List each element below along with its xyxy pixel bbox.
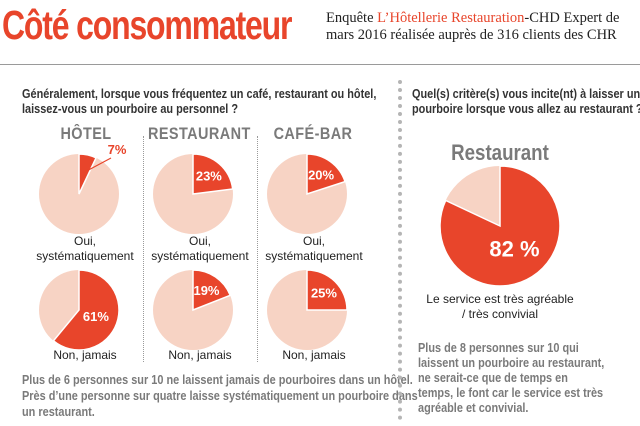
pie-slice-value xyxy=(306,153,346,196)
left-note-line: Près d’une personne sur quatre laisse sy… xyxy=(22,388,418,403)
page-title: Côté consommateur xyxy=(2,2,292,48)
source-publication: L’Hôtellerie Restauration xyxy=(377,10,525,26)
caption-cafe-systematic: Oui, systématiquement xyxy=(250,234,378,264)
right-note-line: temps, le font car le service est très xyxy=(418,385,604,400)
caption-line: systématiquement xyxy=(151,249,249,263)
pie-value-label: 19% xyxy=(193,283,219,298)
column-header-cafe-bar: CAFÉ-BAR xyxy=(273,124,353,143)
section-separator xyxy=(398,80,402,420)
pie-chart: 25% xyxy=(267,269,348,350)
pie-value-label: 25% xyxy=(311,286,337,301)
column-separator xyxy=(143,136,144,362)
caption-restaurant-never: Non, jamais xyxy=(168,348,232,362)
label-leader-line xyxy=(83,157,112,174)
pie-chart: 23% xyxy=(153,153,234,234)
pie-slice-value xyxy=(52,269,120,351)
pie-value-label: 82 % xyxy=(489,237,539,262)
pie-chart: 82 % xyxy=(439,165,561,287)
caption-hotel-systematic: Oui, systématiquement xyxy=(21,234,149,264)
column-separator xyxy=(257,136,258,362)
right-note-line: ne serait-ce que de temps en xyxy=(418,370,568,385)
caption-line: / très convivial xyxy=(461,307,539,321)
column-header-hotel: HÔTEL xyxy=(60,124,112,143)
pie-chart: 19% xyxy=(153,269,233,350)
caption-line: Oui, xyxy=(302,234,325,248)
caption-cafe-never: Non, jamais xyxy=(282,348,346,362)
column-header-restaurant: RESTAURANT xyxy=(148,124,251,143)
right-note-line: laissent un pourboire au restaurant, xyxy=(418,355,605,370)
pie-value-label: 20% xyxy=(308,167,334,182)
caption-line: Oui, xyxy=(73,234,96,248)
left-question-line-2: laissez-vous un pourboire au personnel ? xyxy=(22,101,239,116)
pie-chart: 61% xyxy=(39,269,120,351)
right-question-line-1: Quel(s) critère(s) vous incite(nt) à lai… xyxy=(412,86,640,101)
pie-value-label: 7% xyxy=(108,142,127,157)
caption-line: systématiquement xyxy=(265,249,363,263)
header-divider xyxy=(0,64,640,65)
pie-slice-value xyxy=(306,269,348,311)
pie-chart: 20% xyxy=(267,153,347,234)
source-prefix: Enquête xyxy=(326,10,378,26)
pie-value-label: 61% xyxy=(83,309,109,324)
pie-slice-value xyxy=(439,165,561,287)
pie-slice-value xyxy=(192,153,234,195)
right-question-line-2: pourboire lorsque vous allez au restaura… xyxy=(412,101,640,116)
pie-value-label: 23% xyxy=(196,169,222,184)
pie-slice-value xyxy=(78,153,98,195)
restaurant-chart-title: Restaurant xyxy=(451,140,549,165)
pie-slice-value xyxy=(192,269,232,312)
left-note-line: un restaurant. xyxy=(22,404,95,419)
survey-source: Enquête L’Hôtellerie Restauration-CHD Ex… xyxy=(326,10,636,44)
caption-hotel-never: Non, jamais xyxy=(53,348,117,362)
pie-chart: 7% xyxy=(39,142,127,234)
right-note-line: agréable et convivial. xyxy=(418,400,529,415)
caption-line: Oui, xyxy=(188,234,211,248)
left-note-line: Plus de 6 personnes sur 10 ne laissent j… xyxy=(22,372,413,387)
source-suffix: -CHD Expert de mars 2016 réalisée auprès… xyxy=(326,10,620,43)
left-question-line-1: Généralement, lorsque vous fréquentez un… xyxy=(22,86,377,101)
caption-line: systématiquement xyxy=(36,249,134,263)
caption-line: Le service est très agréable xyxy=(426,292,574,306)
right-note-line: Plus de 8 personnes sur 10 qui xyxy=(418,340,579,355)
restaurant-caption: Le service est très agréable / très convi… xyxy=(420,292,580,322)
caption-restaurant-systematic: Oui, systématiquement xyxy=(136,234,264,264)
